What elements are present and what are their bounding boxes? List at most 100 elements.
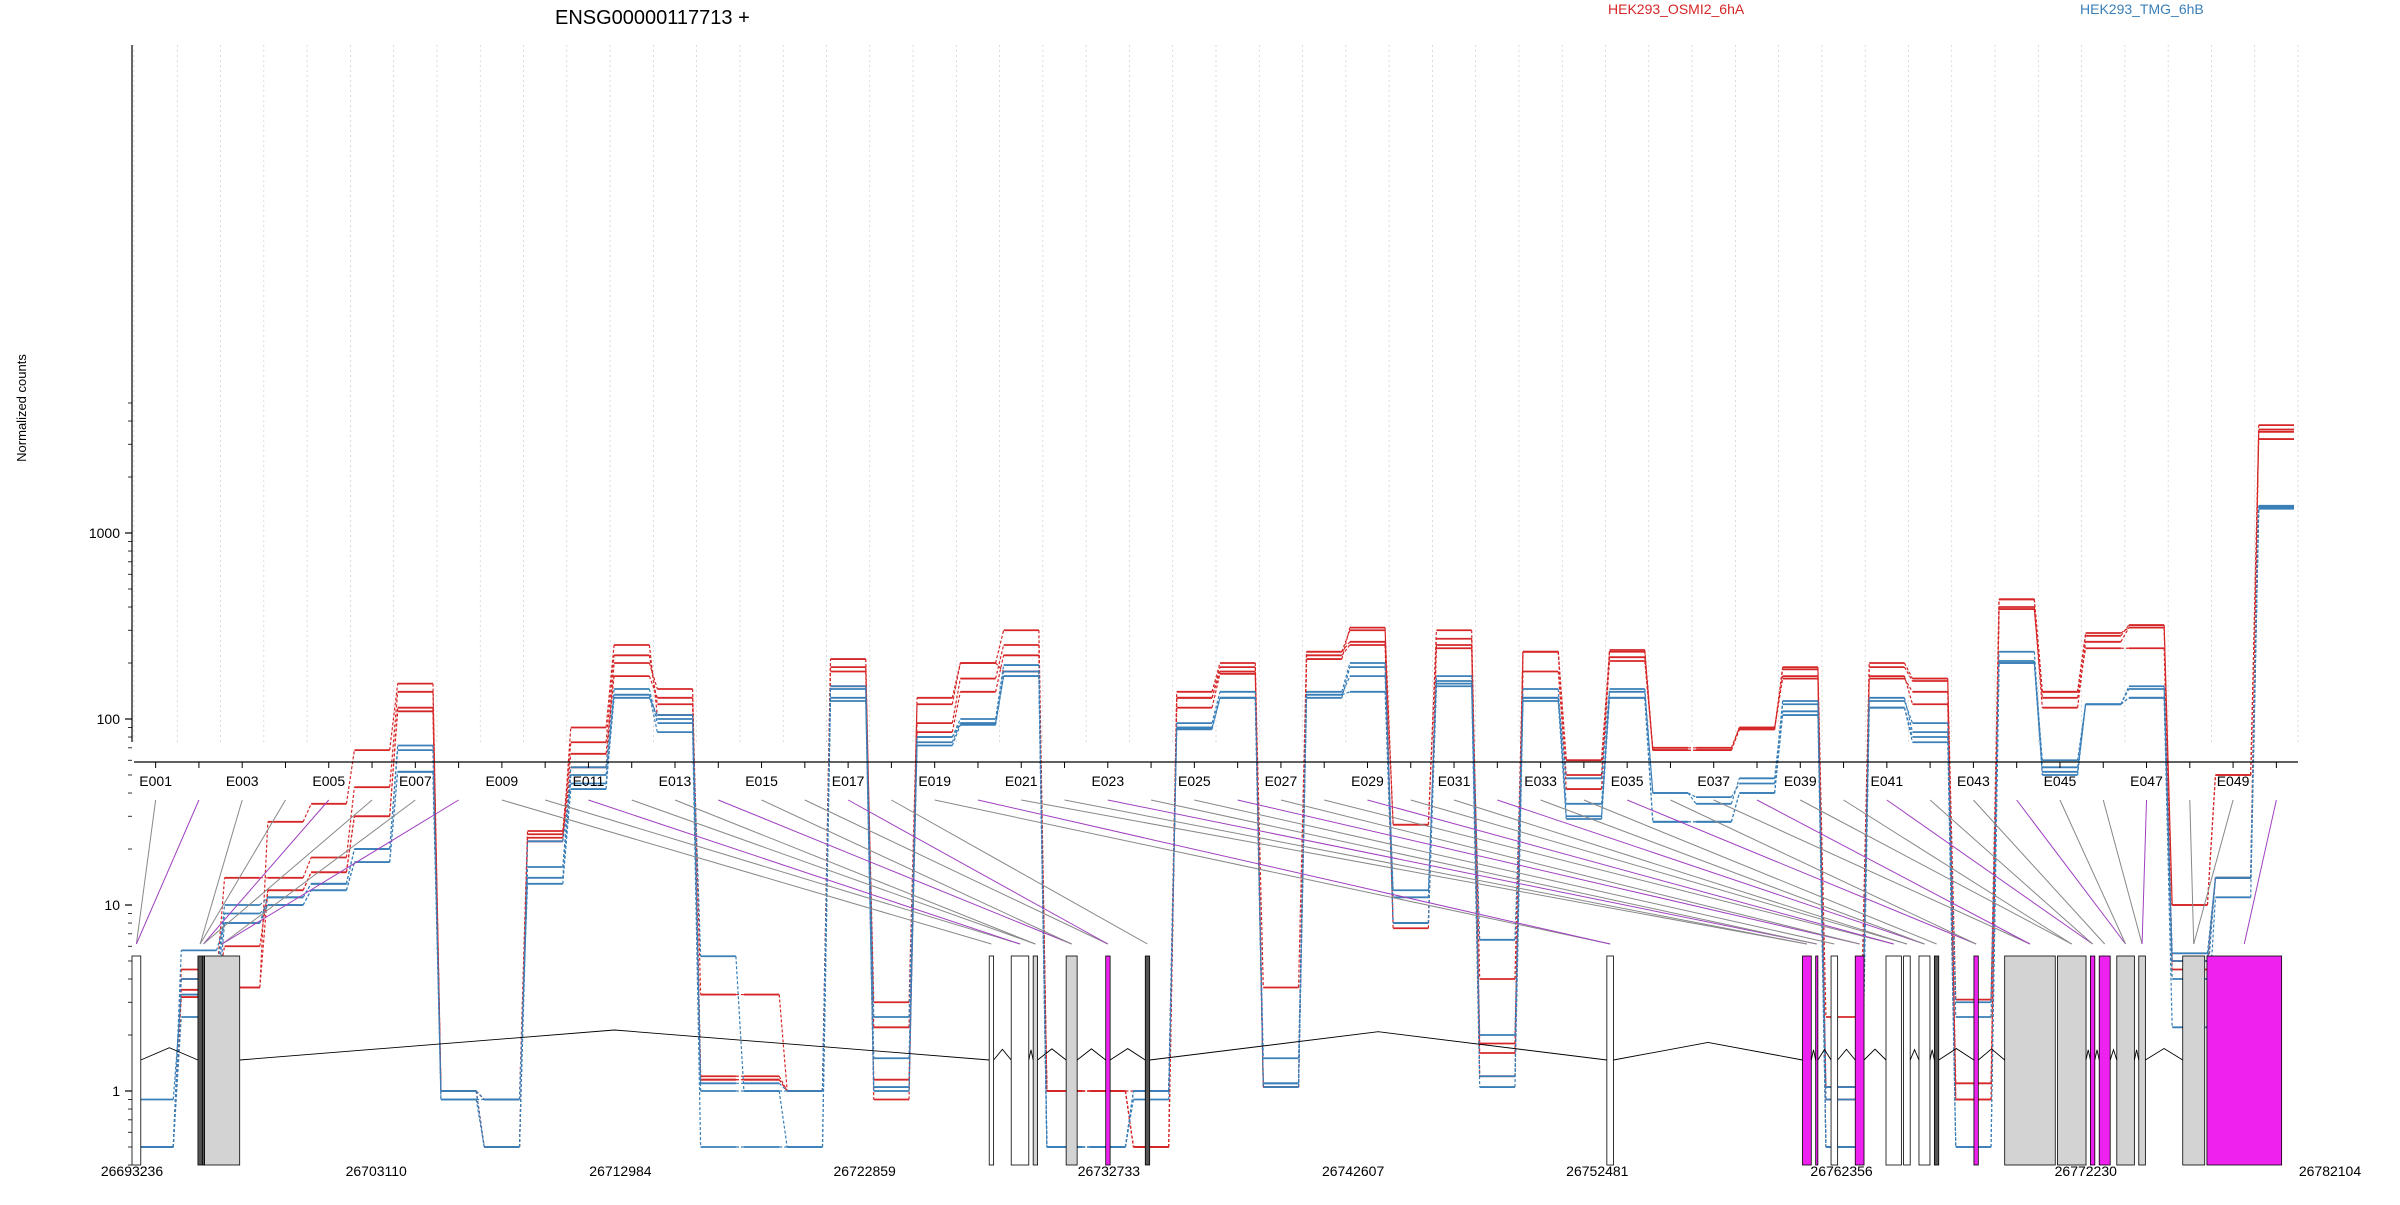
exon-box [1903, 955, 1911, 1166]
data-connector [562, 753, 572, 835]
exon-connector [1324, 799, 1894, 945]
data-connector [692, 718, 702, 957]
data-connector [2250, 439, 2260, 776]
exon-connector [1150, 799, 1817, 945]
series-layer [138, 424, 2294, 1148]
genomic-axis-label: 26772230 [2055, 1163, 2118, 1179]
exon-box [1065, 955, 1078, 1166]
gene-model: 26693236 26703110 26712984 26722859 26732733… [101, 955, 2361, 1179]
data-connector [648, 675, 658, 699]
data-connector [605, 676, 615, 754]
data-connector [1687, 792, 1697, 805]
x-tick-label: E015 [745, 773, 778, 789]
data-connector [1947, 742, 1957, 1148]
data-connector [1211, 673, 1221, 708]
exon-box [2090, 955, 2096, 1166]
data-connector [2163, 625, 2173, 906]
data-connector [1600, 697, 1611, 804]
genomic-axis-label: 26703110 [346, 1163, 407, 1179]
intron-line [239, 1029, 990, 1061]
x-tick-label: E005 [312, 773, 345, 789]
data-connector [1297, 694, 1308, 1088]
exon-box [1105, 955, 1111, 1166]
exon-connector [203, 799, 330, 945]
exon-connector [631, 799, 1036, 945]
genomic-axis-label: 26722859 [834, 1163, 897, 1179]
genomic-axis-label: 26712984 [589, 1163, 652, 1179]
exon-connector [1583, 799, 1937, 945]
data-connector [605, 655, 615, 743]
exon-connector [891, 799, 1148, 945]
x-tick-label: E019 [918, 773, 951, 789]
exon-connector [199, 799, 286, 945]
exon-connector [1843, 799, 2073, 945]
data-connector [302, 883, 312, 898]
x-tick-label: E011 [573, 773, 605, 789]
data-connector [1341, 662, 1351, 692]
data-connector [2077, 704, 2087, 776]
exon-box [2182, 955, 2206, 1166]
data-connector [1903, 700, 1914, 724]
exon-box [2004, 955, 2056, 1166]
data-connector [1341, 630, 1351, 652]
data-connector [648, 662, 658, 690]
data-connector [2120, 627, 2130, 634]
data-connector [2120, 697, 2130, 705]
data-connector [562, 774, 572, 878]
data-connector [345, 787, 355, 858]
data-connector [1730, 792, 1740, 822]
data-connector [778, 1075, 788, 1092]
exon-connector [718, 799, 1072, 945]
exon-connector [934, 799, 1611, 945]
intron-line [1109, 1048, 1146, 1061]
data-connector [1427, 630, 1437, 825]
data-connector [995, 655, 1005, 692]
data-connector [1211, 671, 1221, 698]
data-connector [1903, 707, 1914, 743]
data-connector [951, 662, 961, 698]
intron-line [2109, 1048, 2118, 1061]
exon-connector [1800, 799, 2072, 945]
exon-connector [199, 799, 243, 945]
data-connector [778, 1090, 788, 1148]
x-tick-label: E027 [1265, 773, 1298, 789]
x-tick-label: E029 [1351, 773, 1384, 789]
intron-line [2085, 1049, 2091, 1061]
legend-label-tmg: HEK293_TMG_6hB [2080, 1, 2204, 17]
x-tick-label: E017 [832, 773, 865, 789]
intron-line [1028, 1049, 1034, 1061]
data-connector [648, 697, 658, 716]
data-connector [1903, 666, 1913, 682]
data-connector [1471, 676, 1481, 940]
exon-connector [1497, 799, 1925, 945]
data-connector [1644, 649, 1654, 751]
data-connector [648, 655, 658, 705]
data-connector [1644, 657, 1654, 751]
exon-connector [1021, 799, 1807, 945]
data-connector [1514, 700, 1524, 1088]
exon-box [988, 955, 995, 1166]
data-connector [1774, 704, 1784, 779]
x-tick-label: E037 [1697, 773, 1730, 789]
exon-box [2206, 955, 2283, 1166]
exon-connector [1194, 799, 1835, 945]
data-connector [302, 857, 312, 879]
data-connector [302, 889, 312, 906]
data-connector [2033, 599, 2043, 692]
intron-line [993, 1048, 1012, 1061]
data-connector [692, 715, 702, 1084]
y-tick-label: 1 [112, 1083, 120, 1099]
data-connector [1817, 715, 1827, 1148]
data-connector [778, 1082, 788, 1092]
exon-connector [1237, 799, 1860, 945]
intron-line [1076, 1048, 1106, 1061]
data-connector [2077, 641, 2087, 708]
intron-line [140, 1047, 199, 1061]
data-connector [1990, 599, 2000, 1000]
data-connector [1730, 783, 1740, 798]
exon-connector [674, 799, 1036, 945]
data-connector [692, 697, 702, 995]
exon-box [1933, 955, 1940, 1166]
